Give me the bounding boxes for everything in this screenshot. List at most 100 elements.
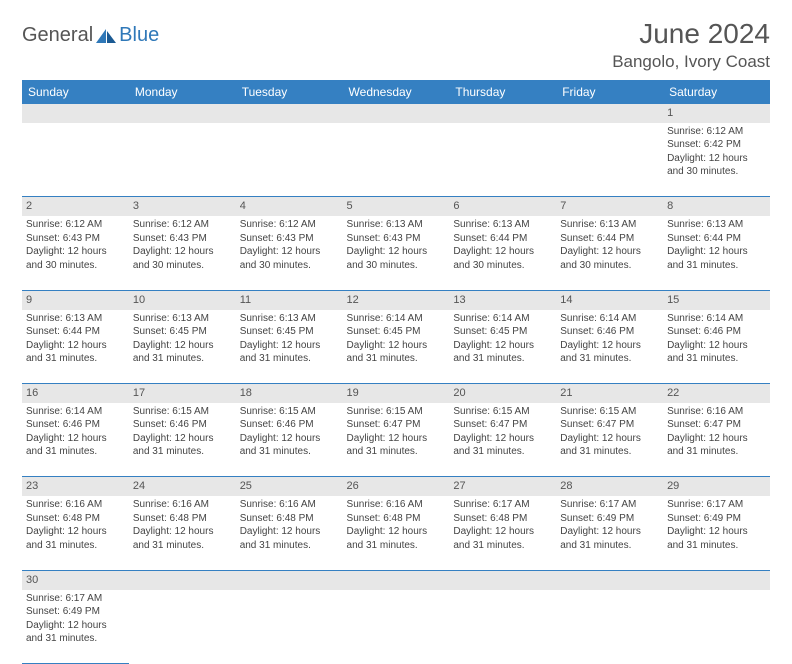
day-number-cell: 14 [556, 290, 663, 309]
sunrise-line: Sunrise: 6:12 AM [240, 218, 339, 232]
sunset-line: Sunset: 6:42 PM [667, 138, 766, 152]
day-cell: Sunrise: 6:12 AMSunset: 6:43 PMDaylight:… [129, 216, 236, 290]
daylight-line: Daylight: 12 hours and 31 minutes. [453, 339, 552, 366]
weekday-header: Sunday [22, 80, 129, 104]
weekday-header: Tuesday [236, 80, 343, 104]
day-cell: Sunrise: 6:13 AMSunset: 6:44 PMDaylight:… [663, 216, 770, 290]
sunset-line: Sunset: 6:43 PM [133, 232, 232, 246]
day-number-cell: 15 [663, 290, 770, 309]
day-number-cell: 3 [129, 197, 236, 216]
day-number-cell [343, 104, 450, 123]
sunset-line: Sunset: 6:44 PM [453, 232, 552, 246]
sunset-line: Sunset: 6:48 PM [133, 512, 232, 526]
sunset-line: Sunset: 6:47 PM [667, 418, 766, 432]
sunset-line: Sunset: 6:44 PM [667, 232, 766, 246]
week-row: Sunrise: 6:14 AMSunset: 6:46 PMDaylight:… [22, 403, 770, 477]
day-number-row: 2345678 [22, 197, 770, 216]
day-cell: Sunrise: 6:17 AMSunset: 6:48 PMDaylight:… [449, 496, 556, 570]
day-cell: Sunrise: 6:14 AMSunset: 6:46 PMDaylight:… [556, 310, 663, 384]
daylight-line: Daylight: 12 hours and 31 minutes. [453, 432, 552, 459]
day-cell: Sunrise: 6:14 AMSunset: 6:46 PMDaylight:… [22, 403, 129, 477]
day-number-cell [22, 104, 129, 123]
day-number-cell [129, 570, 236, 589]
sunrise-line: Sunrise: 6:15 AM [347, 405, 446, 419]
sunset-line: Sunset: 6:48 PM [453, 512, 552, 526]
sunset-line: Sunset: 6:48 PM [347, 512, 446, 526]
sunrise-line: Sunrise: 6:13 AM [453, 218, 552, 232]
week-row: Sunrise: 6:17 AMSunset: 6:49 PMDaylight:… [22, 590, 770, 664]
day-number-cell: 23 [22, 477, 129, 496]
day-number-row: 30 [22, 570, 770, 589]
month-title: June 2024 [612, 18, 770, 50]
day-number-cell [663, 570, 770, 589]
daylight-line: Daylight: 12 hours and 31 minutes. [347, 339, 446, 366]
daylight-line: Daylight: 12 hours and 31 minutes. [453, 525, 552, 552]
day-number-cell: 8 [663, 197, 770, 216]
sunrise-line: Sunrise: 6:12 AM [667, 125, 766, 139]
sunrise-line: Sunrise: 6:13 AM [560, 218, 659, 232]
calendar-table: SundayMondayTuesdayWednesdayThursdayFrid… [22, 80, 770, 664]
sail-icon [95, 28, 117, 44]
sunrise-line: Sunrise: 6:17 AM [453, 498, 552, 512]
daylight-line: Daylight: 12 hours and 31 minutes. [667, 432, 766, 459]
week-row: Sunrise: 6:12 AMSunset: 6:43 PMDaylight:… [22, 216, 770, 290]
day-number-cell: 27 [449, 477, 556, 496]
daylight-line: Daylight: 12 hours and 30 minutes. [453, 245, 552, 272]
day-number-cell: 19 [343, 384, 450, 403]
day-number-cell [236, 104, 343, 123]
day-number-cell: 17 [129, 384, 236, 403]
logo-text-general: General [22, 24, 93, 47]
sunrise-line: Sunrise: 6:15 AM [560, 405, 659, 419]
sunset-line: Sunset: 6:45 PM [240, 325, 339, 339]
sunrise-line: Sunrise: 6:13 AM [347, 218, 446, 232]
day-number-cell [343, 570, 450, 589]
day-number-cell: 13 [449, 290, 556, 309]
day-cell [343, 123, 450, 197]
day-number-cell: 20 [449, 384, 556, 403]
daylight-line: Daylight: 12 hours and 30 minutes. [560, 245, 659, 272]
sunrise-line: Sunrise: 6:14 AM [347, 312, 446, 326]
day-number-cell: 10 [129, 290, 236, 309]
day-number-row: 9101112131415 [22, 290, 770, 309]
sunrise-line: Sunrise: 6:13 AM [26, 312, 125, 326]
day-cell [236, 590, 343, 664]
sunrise-line: Sunrise: 6:14 AM [667, 312, 766, 326]
day-cell: Sunrise: 6:13 AMSunset: 6:45 PMDaylight:… [236, 310, 343, 384]
daylight-line: Daylight: 12 hours and 31 minutes. [133, 432, 232, 459]
day-number-cell: 29 [663, 477, 770, 496]
day-cell: Sunrise: 6:13 AMSunset: 6:44 PMDaylight:… [449, 216, 556, 290]
day-cell: Sunrise: 6:13 AMSunset: 6:45 PMDaylight:… [129, 310, 236, 384]
logo-text-blue: Blue [119, 24, 159, 47]
sunset-line: Sunset: 6:49 PM [560, 512, 659, 526]
sunrise-line: Sunrise: 6:12 AM [133, 218, 232, 232]
sunrise-line: Sunrise: 6:16 AM [240, 498, 339, 512]
day-cell: Sunrise: 6:13 AMSunset: 6:43 PMDaylight:… [343, 216, 450, 290]
daylight-line: Daylight: 12 hours and 31 minutes. [26, 432, 125, 459]
day-number-cell: 26 [343, 477, 450, 496]
day-number-cell: 2 [22, 197, 129, 216]
day-number-cell: 1 [663, 104, 770, 123]
day-cell: Sunrise: 6:12 AMSunset: 6:42 PMDaylight:… [663, 123, 770, 197]
week-row: Sunrise: 6:16 AMSunset: 6:48 PMDaylight:… [22, 496, 770, 570]
day-cell: Sunrise: 6:12 AMSunset: 6:43 PMDaylight:… [236, 216, 343, 290]
sunrise-line: Sunrise: 6:15 AM [453, 405, 552, 419]
daylight-line: Daylight: 12 hours and 30 minutes. [347, 245, 446, 272]
day-cell: Sunrise: 6:15 AMSunset: 6:46 PMDaylight:… [129, 403, 236, 477]
daylight-line: Daylight: 12 hours and 31 minutes. [347, 525, 446, 552]
day-cell: Sunrise: 6:13 AMSunset: 6:44 PMDaylight:… [22, 310, 129, 384]
day-number-cell: 6 [449, 197, 556, 216]
sunset-line: Sunset: 6:45 PM [453, 325, 552, 339]
day-cell [343, 590, 450, 664]
sunrise-line: Sunrise: 6:17 AM [667, 498, 766, 512]
sunset-line: Sunset: 6:44 PM [560, 232, 659, 246]
day-cell: Sunrise: 6:14 AMSunset: 6:45 PMDaylight:… [449, 310, 556, 384]
day-cell [449, 123, 556, 197]
day-cell [663, 590, 770, 664]
sunrise-line: Sunrise: 6:17 AM [560, 498, 659, 512]
day-cell: Sunrise: 6:13 AMSunset: 6:44 PMDaylight:… [556, 216, 663, 290]
sunrise-line: Sunrise: 6:14 AM [26, 405, 125, 419]
day-cell: Sunrise: 6:15 AMSunset: 6:47 PMDaylight:… [343, 403, 450, 477]
sunset-line: Sunset: 6:44 PM [26, 325, 125, 339]
day-cell: Sunrise: 6:12 AMSunset: 6:43 PMDaylight:… [22, 216, 129, 290]
sunset-line: Sunset: 6:46 PM [133, 418, 232, 432]
